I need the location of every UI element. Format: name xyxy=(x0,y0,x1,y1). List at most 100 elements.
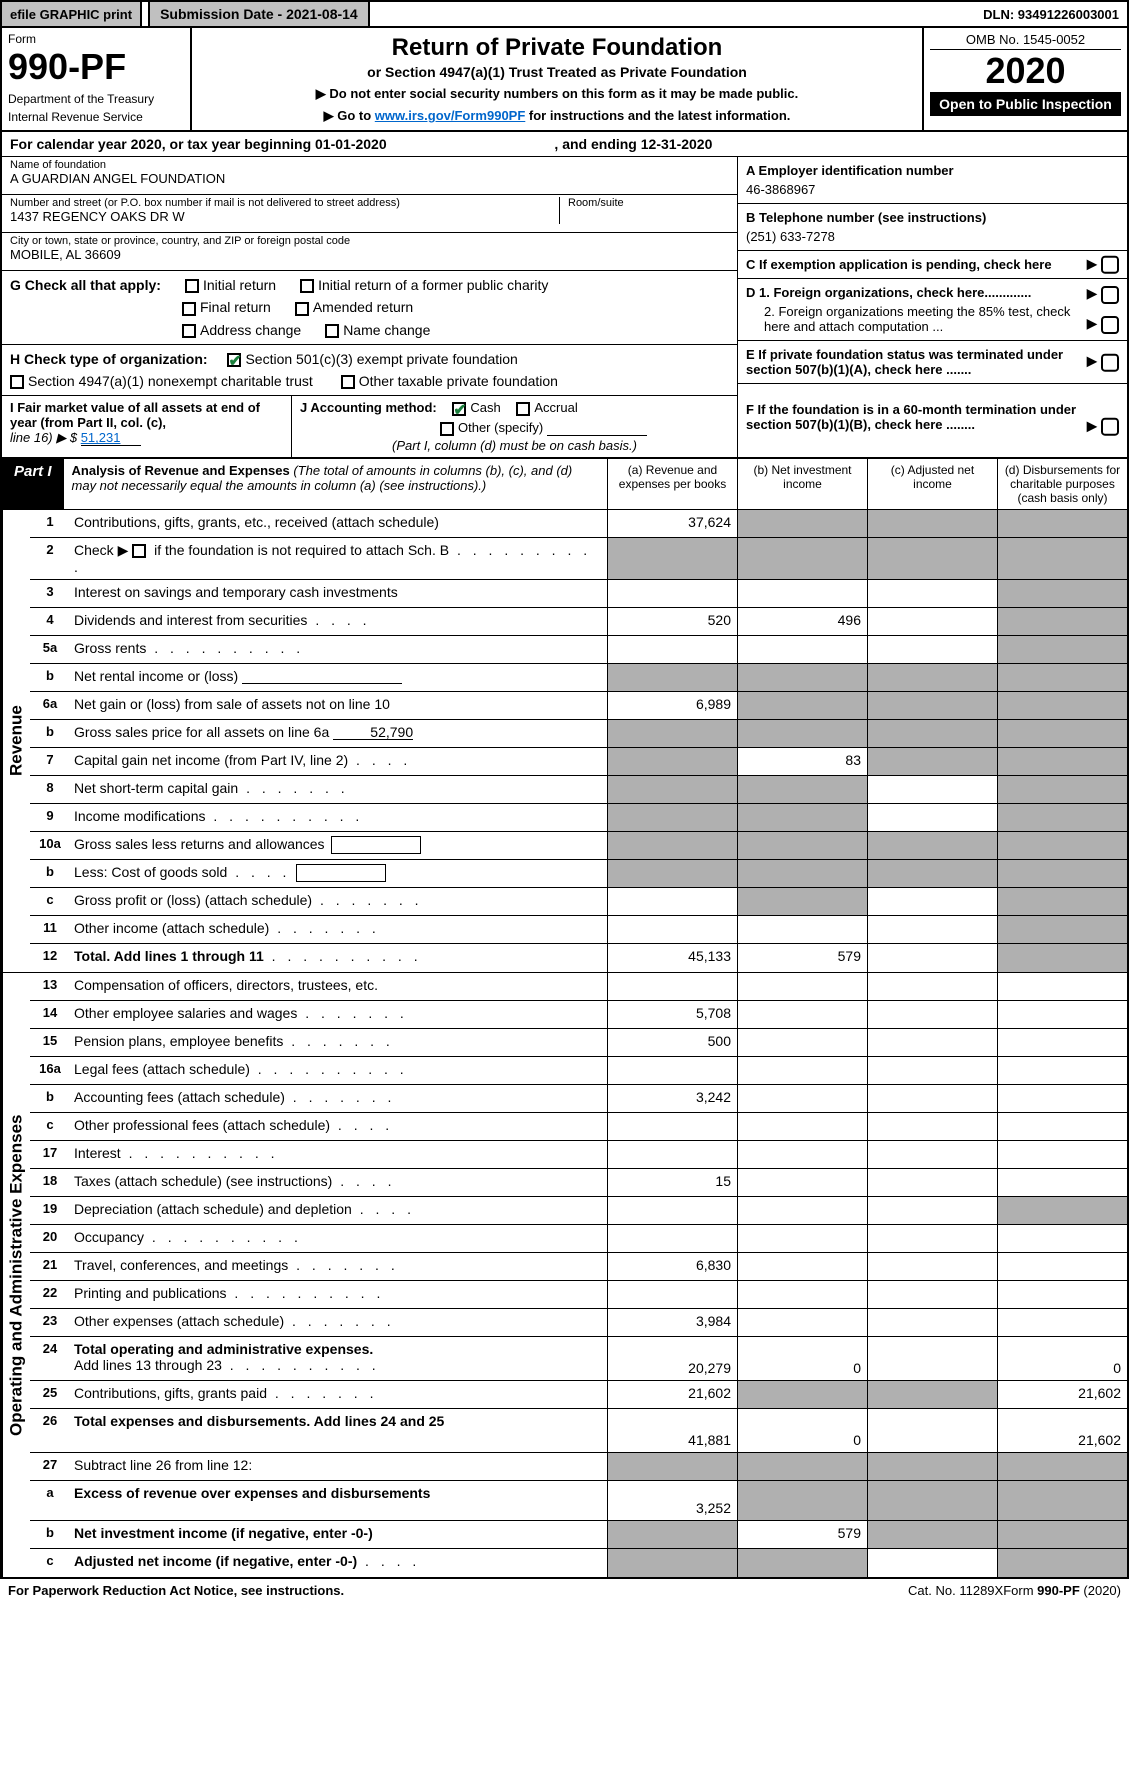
city-state-zip: MOBILE, AL 36609 xyxy=(10,247,729,262)
rowdesc: Net gain or (loss) from sale of assets n… xyxy=(70,692,607,719)
rowdesc: Adjusted net income (if negative, enter … xyxy=(70,1549,607,1577)
other-taxable-checkbox[interactable] xyxy=(341,375,355,389)
f-block: F If the foundation is in a 60-month ter… xyxy=(737,396,1127,457)
cell-d xyxy=(997,944,1127,972)
cell-a: 41,881 xyxy=(607,1409,737,1452)
j-note: (Part I, column (d) must be on cash basi… xyxy=(300,438,729,453)
rownum: 4 xyxy=(30,608,70,635)
cell-b xyxy=(737,636,867,663)
table-row: 4Dividends and interest from securities5… xyxy=(30,608,1127,636)
name-change-checkbox[interactable] xyxy=(325,324,339,338)
cell-c xyxy=(867,720,997,747)
rowdesc: Other professional fees (attach schedule… xyxy=(70,1113,607,1140)
cell-a xyxy=(607,1113,737,1140)
ein-block: A Employer identification number 46-3868… xyxy=(738,157,1127,204)
cell-b xyxy=(737,860,867,887)
cash-checkbox[interactable] xyxy=(452,402,466,416)
goto-post: for instructions and the latest informat… xyxy=(525,108,790,123)
e-checkbox[interactable] xyxy=(1101,353,1119,371)
cell-c xyxy=(867,1381,997,1408)
d1-checkbox[interactable] xyxy=(1101,286,1119,304)
ij-left: I Fair market value of all assets at end… xyxy=(2,396,737,457)
sch-b-checkbox[interactable] xyxy=(132,544,146,558)
irs-form-link[interactable]: www.irs.gov/Form990PF xyxy=(375,108,526,123)
phone-label: B Telephone number (see instructions) xyxy=(746,210,1119,225)
cell-a xyxy=(607,916,737,943)
cell-b: 579 xyxy=(737,944,867,972)
accrual-checkbox[interactable] xyxy=(516,402,530,416)
cell-a xyxy=(607,832,737,859)
rownum: 26 xyxy=(30,1409,70,1452)
rowdesc: Dividends and interest from securities xyxy=(70,608,607,635)
cell-b xyxy=(737,510,867,537)
table-row: aExcess of revenue over expenses and dis… xyxy=(30,1481,1127,1521)
cell-c xyxy=(867,916,997,943)
revenue-body: 1Contributions, gifts, grants, etc., rec… xyxy=(30,510,1127,972)
table-row: 22Printing and publications xyxy=(30,1281,1127,1309)
rowdesc: Taxes (attach schedule) (see instruction… xyxy=(70,1169,607,1196)
submission-date-button[interactable]: Submission Date - 2021-08-14 xyxy=(148,2,370,26)
e-label: E If private foundation status was termi… xyxy=(746,347,1063,377)
cell-a xyxy=(607,664,737,691)
rownum: 9 xyxy=(30,804,70,831)
calyear-text1: For calendar year 2020, or tax year begi… xyxy=(10,136,315,152)
f-checkbox[interactable] xyxy=(1101,418,1119,436)
cell-d xyxy=(997,1481,1127,1520)
cell-b xyxy=(737,1453,867,1480)
goto-pre: ▶ Go to xyxy=(324,108,375,123)
amended-return-checkbox[interactable] xyxy=(295,302,309,316)
cell-a xyxy=(607,1453,737,1480)
initial-return-checkbox[interactable] xyxy=(185,279,199,293)
cell-b xyxy=(737,973,867,1000)
table-row: 23Other expenses (attach schedule)3,984 xyxy=(30,1309,1127,1337)
table-row: 8Net short-term capital gain xyxy=(30,776,1127,804)
rownum: c xyxy=(30,1549,70,1577)
rownum: 13 xyxy=(30,973,70,1000)
j-other: Other (specify) xyxy=(458,420,543,435)
cell-b xyxy=(737,1197,867,1224)
final-return-checkbox[interactable] xyxy=(182,302,196,316)
cell-a xyxy=(607,1225,737,1252)
j-cash: Cash xyxy=(470,400,500,415)
cell-b: 496 xyxy=(737,608,867,635)
cell-d: 21,602 xyxy=(997,1381,1127,1408)
cell-d: 21,602 xyxy=(997,1409,1127,1452)
part1-label: Part I xyxy=(2,459,64,509)
rownum: b xyxy=(30,1085,70,1112)
cell-c xyxy=(867,664,997,691)
g-initial: Initial return xyxy=(203,277,276,293)
g-check-row: G Check all that apply: Initial return I… xyxy=(2,271,737,345)
table-row: bNet investment income (if negative, ent… xyxy=(30,1521,1127,1549)
rowdesc: Check ▶ if the foundation is not require… xyxy=(70,538,607,579)
cell-d xyxy=(997,1001,1127,1028)
initial-former-checkbox[interactable] xyxy=(300,279,314,293)
efile-print-button[interactable]: efile GRAPHIC print xyxy=(2,2,142,26)
h-sec501: Section 501(c)(3) exempt private foundat… xyxy=(245,351,517,367)
rownum: 17 xyxy=(30,1141,70,1168)
calyear-end: 12-31-2020 xyxy=(641,136,713,152)
cell-c xyxy=(867,1309,997,1336)
table-row: 14Other employee salaries and wages5,708 xyxy=(30,1001,1127,1029)
rowdesc: Total operating and administrative expen… xyxy=(70,1337,607,1380)
cell-b xyxy=(737,538,867,579)
cell-a xyxy=(607,580,737,607)
cell-c xyxy=(867,1169,997,1196)
d2-checkbox[interactable] xyxy=(1101,316,1119,334)
table-row: cOther professional fees (attach schedul… xyxy=(30,1113,1127,1141)
street-address: 1437 REGENCY OAKS DR W xyxy=(10,209,551,224)
fmv-value[interactable]: 51,231 xyxy=(81,430,141,446)
table-row: 18Taxes (attach schedule) (see instructi… xyxy=(30,1169,1127,1197)
calendar-year-row: For calendar year 2020, or tax year begi… xyxy=(0,132,1129,157)
sec501-checkbox[interactable] xyxy=(227,353,241,367)
other-method-checkbox[interactable] xyxy=(440,422,454,436)
sec4947-checkbox[interactable] xyxy=(10,375,24,389)
address-change-checkbox[interactable] xyxy=(182,324,196,338)
cell-c xyxy=(867,1197,997,1224)
omb-number: OMB No. 1545-0052 xyxy=(930,32,1121,50)
revenue-side-label: Revenue xyxy=(2,510,30,972)
g-name-change: Name change xyxy=(343,322,430,338)
cell-b xyxy=(737,1253,867,1280)
table-row: 6aNet gain or (loss) from sale of assets… xyxy=(30,692,1127,720)
top-bar: efile GRAPHIC print Submission Date - 20… xyxy=(0,0,1129,28)
c-checkbox[interactable] xyxy=(1101,256,1119,274)
